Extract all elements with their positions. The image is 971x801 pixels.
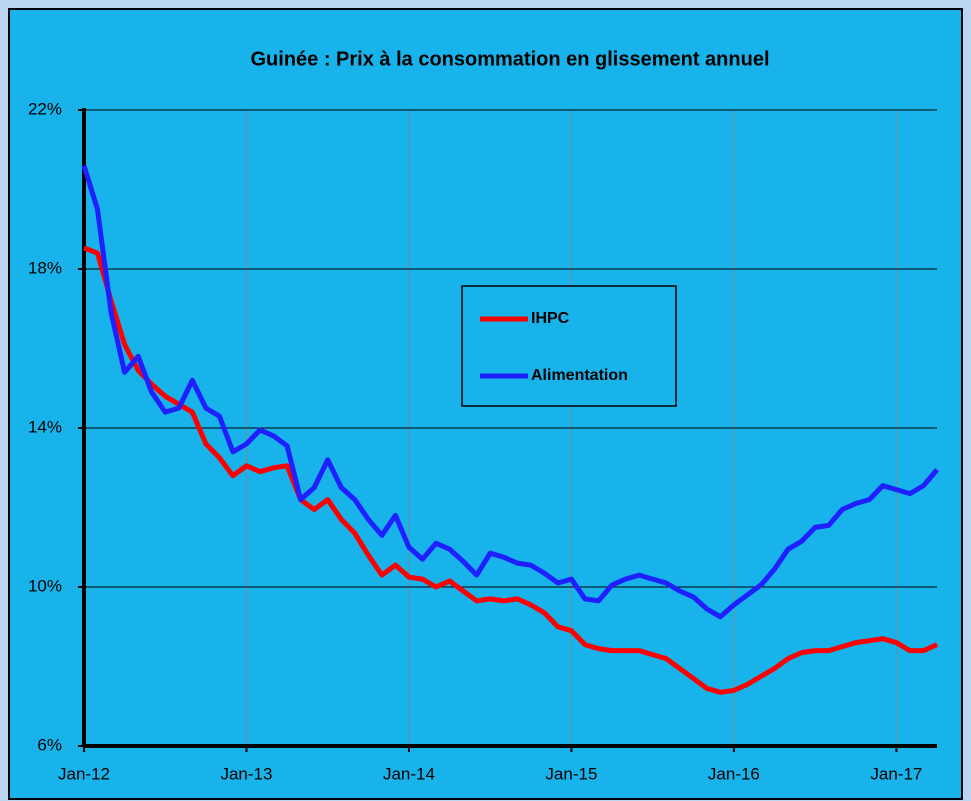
x-tick-label: Jan-12 <box>58 764 110 783</box>
x-tick-label: Jan-17 <box>870 764 922 783</box>
x-tick-label: Jan-13 <box>220 764 272 783</box>
legend-box <box>461 285 677 407</box>
y-tick-label: 6% <box>37 735 62 754</box>
line-series <box>81 164 939 620</box>
x-tick-label: Jan-15 <box>545 764 597 783</box>
y-tick-label: 10% <box>28 576 62 595</box>
legend-label: Alimentation <box>531 367 628 384</box>
x-tick-label: Jan-16 <box>708 764 760 783</box>
y-tick-label: 14% <box>28 417 62 436</box>
y-tick-label: 22% <box>28 99 62 118</box>
line-series <box>83 245 939 695</box>
legend-label: IHPC <box>531 310 570 327</box>
chart-title: Guinée : Prix à la consommation en gliss… <box>250 48 769 70</box>
x-tick-label: Jan-14 <box>383 764 435 783</box>
y-tick-label: 18% <box>28 258 62 277</box>
